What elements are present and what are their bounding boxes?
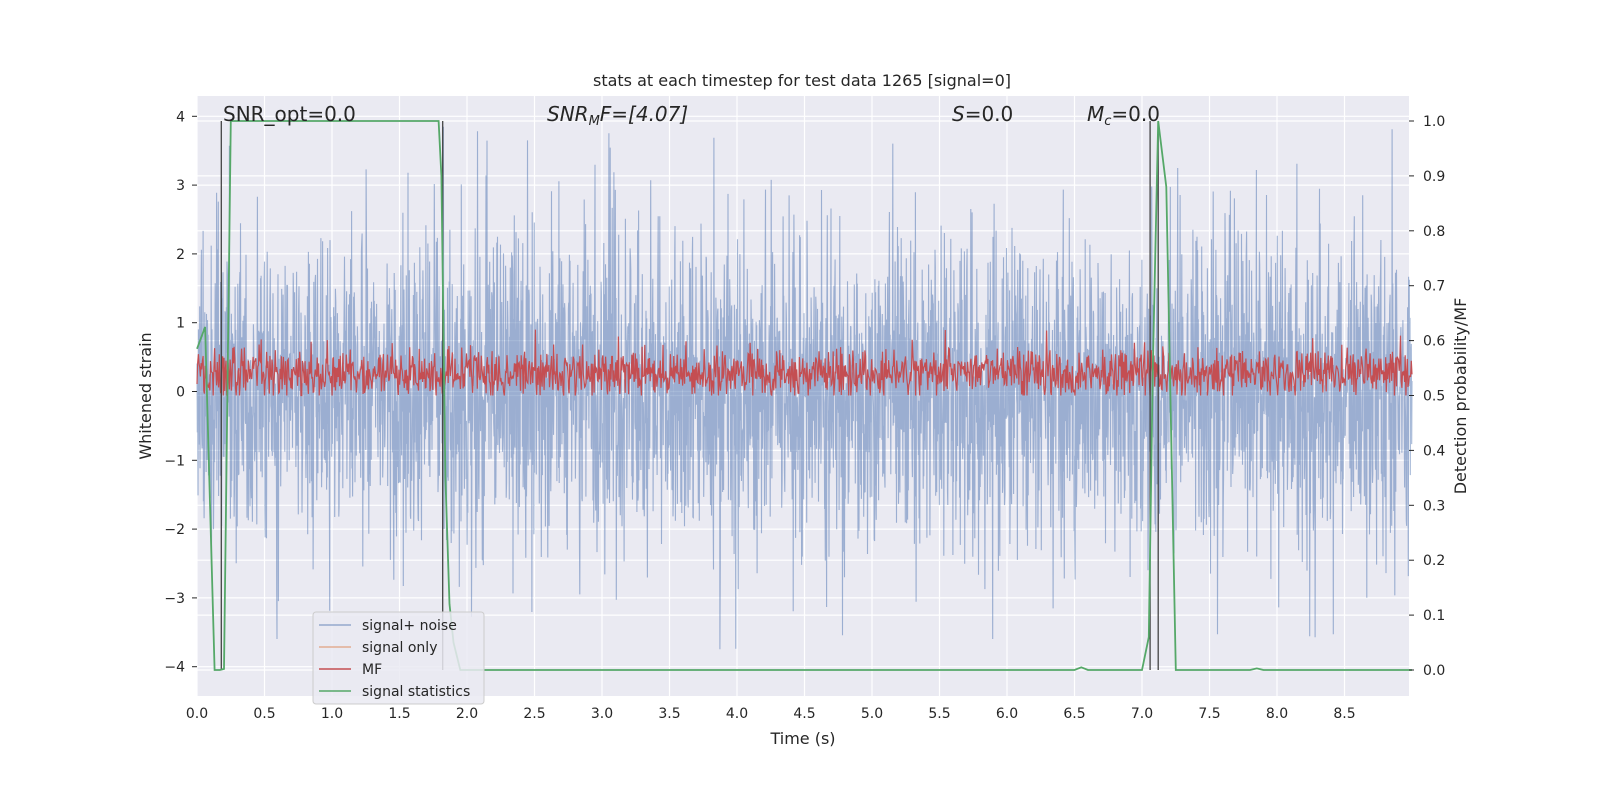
x-tick-label: 0.0 (186, 706, 208, 722)
mf-line (196, 329, 1413, 397)
y-tick-label: 3 (176, 178, 185, 194)
chart-title: stats at each timestep for test data 126… (593, 71, 1011, 90)
y-tick-label: 4 (176, 109, 185, 125)
x-tick-label: 4.0 (726, 706, 748, 722)
x-tick-label: 8.5 (1333, 706, 1355, 722)
y-tick-label: 1 (176, 316, 185, 332)
annotation-snr-opt: SNR_opt=0.0 (223, 102, 356, 126)
y-tick-label: −4 (164, 660, 185, 676)
x-tick-label: 5.0 (861, 706, 883, 722)
x-tick-label: 7.0 (1131, 706, 1153, 722)
x-tick-label: 3.5 (658, 706, 680, 722)
y2-tick-label: 0.1 (1423, 608, 1445, 624)
x-tick-label: 8.0 (1266, 706, 1288, 722)
x-tick-label: 7.5 (1198, 706, 1220, 722)
y2-axis-label: Detection probability/MF (1451, 298, 1470, 495)
annotation-mc: Mc=0.0 (1087, 102, 1160, 129)
y2-tick-label: 0.3 (1423, 498, 1445, 514)
y2-axis-ticks: 1.0 0.9 0.8 0.7 0.6 0.5 0.4 0.3 0.2 0.1 0.0 (1409, 114, 1445, 679)
x-axis-label: Time (s) (769, 729, 835, 748)
x-tick-label: 2.0 (456, 706, 478, 722)
series-mf (196, 329, 1413, 397)
x-tick-label: 4.5 (793, 706, 815, 722)
y-tick-label: 2 (176, 247, 185, 263)
y2-tick-label: 1.0 (1423, 114, 1445, 130)
y-tick-label: 0 (176, 385, 185, 401)
y2-tick-label: 0.2 (1423, 553, 1445, 569)
y-tick-label: −3 (164, 591, 185, 607)
x-tick-label: 2.5 (523, 706, 545, 722)
x-tick-label: 6.5 (1063, 706, 1085, 722)
legend-label-mf: MF (362, 662, 382, 678)
legend-label-signal-noise: signal+ noise (362, 618, 457, 634)
annotation-s: S=0.0 (952, 102, 1013, 126)
y-axis-label: Whitened strain (136, 332, 155, 459)
y2-tick-label: 0.7 (1423, 279, 1445, 295)
x-tick-label: 5.5 (928, 706, 950, 722)
y2-tick-label: 0.6 (1423, 334, 1445, 350)
y2-tick-label: 0.4 (1423, 443, 1445, 459)
legend-label-signal-statistics: signal statistics (362, 684, 470, 700)
annotation-snr-mf: SNRMF=[4.07] (547, 102, 688, 129)
y2-tick-label: 0.8 (1423, 224, 1445, 240)
x-tick-label: 1.5 (388, 706, 410, 722)
x-axis-ticks: 0.0 0.5 1.0 1.5 2.0 2.5 3.0 3.5 4.0 4.5 5.0 5.5 6.0 6… (186, 706, 1356, 722)
y-axis-ticks: 4 3 2 1 0 −1 −2 −3 −4 (164, 109, 197, 676)
legend-label-signal-only: signal only (362, 640, 437, 656)
y2-tick-label: 0.5 (1423, 389, 1445, 405)
y-tick-label: −1 (164, 453, 185, 469)
legend: signal+ noise signal only MF signal stat… (312, 611, 485, 705)
y-tick-label: −2 (164, 522, 185, 538)
legend-box (312, 611, 485, 705)
x-tick-label: 6.0 (996, 706, 1018, 722)
y2-tick-label: 0.0 (1423, 663, 1445, 679)
x-tick-label: 1.0 (321, 706, 343, 722)
x-tick-label: 0.5 (253, 706, 275, 722)
x-tick-label: 3.0 (591, 706, 613, 722)
y2-tick-label: 0.9 (1423, 169, 1445, 185)
